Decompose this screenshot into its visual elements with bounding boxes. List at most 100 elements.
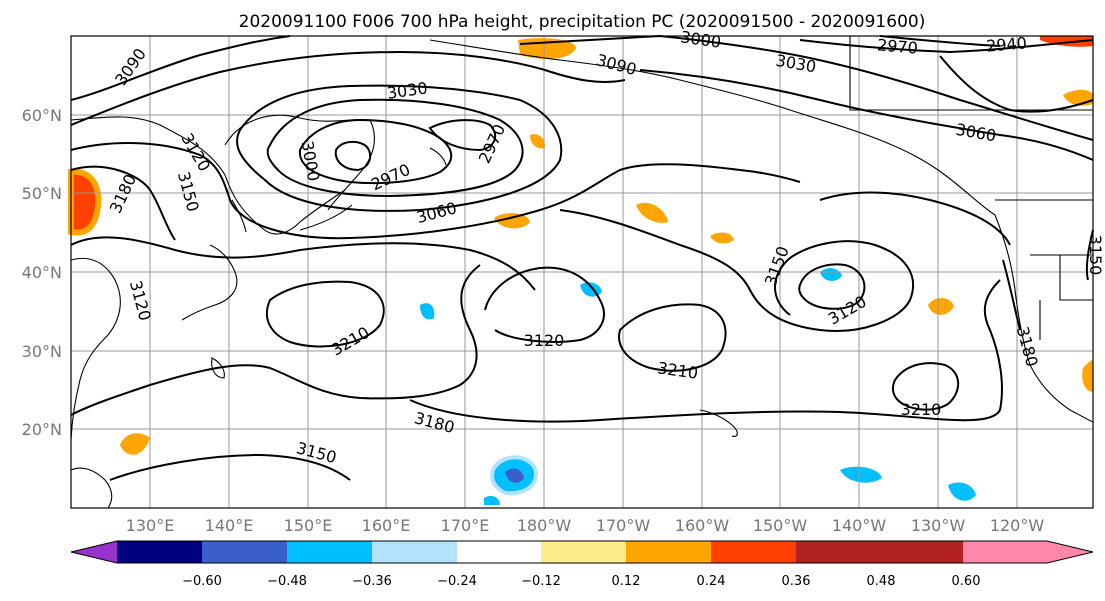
lat-label: 40°N (22, 263, 62, 282)
precip-blob-northeast (1040, 36, 1093, 47)
contour-3030-ring (236, 84, 563, 212)
lon-label: 120°W (990, 516, 1045, 535)
contour-label: 3210 (901, 400, 942, 419)
colorbar-tick-label: −0.12 (521, 574, 561, 589)
longitude-axis: 130°E 140°E 150°E 160°E 170°E 180°W 170°… (126, 516, 1045, 535)
contour-3000-ring (266, 98, 524, 198)
lon-label: 140°E (205, 516, 254, 535)
precip-blob-baja (1082, 360, 1093, 392)
precip-neg-blob-2 (820, 268, 842, 281)
precip-shading (68, 36, 1093, 505)
precip-blob-southwest (120, 433, 150, 455)
lon-label: 160°E (362, 516, 411, 535)
contour-2970-ring (298, 118, 453, 185)
contour-3000-north (939, 55, 1094, 113)
contour-3210-mid (618, 303, 727, 372)
colorbar-segment (287, 541, 372, 563)
contour-3150-far-east (1085, 229, 1094, 281)
lon-label: 170°E (441, 516, 490, 535)
contour-3210-west (265, 280, 385, 348)
lat-label: 60°N (22, 106, 62, 125)
colorbar-segment (711, 541, 796, 563)
graticule (71, 36, 1093, 508)
precip-neg-blob-5 (840, 466, 882, 483)
contour-label: 2940 (985, 33, 1027, 55)
colorbar-outline (70, 540, 1094, 564)
colorbar-tick-label: −0.48 (267, 574, 307, 589)
colorbar-tick-label: 0.48 (867, 574, 896, 589)
contour-3030-north (519, 35, 1094, 141)
colorbar-extend-left (71, 541, 117, 563)
contour-3210-east (891, 362, 960, 411)
lat-label: 50°N (22, 184, 62, 203)
coastline-north-america-west (994, 214, 1094, 423)
contour-3180-south (70, 264, 481, 416)
contour-2970-core (428, 119, 497, 152)
colorbar-tick-label: 0.60 (952, 574, 981, 589)
colorbar-tick-label: 0.36 (782, 574, 811, 589)
lon-label: 150°W (753, 516, 808, 535)
map-panel: 3090 3090 3000 3030 2970 2970 3120 3150 … (68, 27, 1105, 509)
lon-label: 140°W (832, 516, 887, 535)
lon-label: 160°W (675, 516, 730, 535)
colorbar: −0.60 −0.48 −0.36 −0.24 −0.12 0.12 0.24 … (70, 540, 1094, 589)
coastline-asia-east (70, 257, 121, 441)
contour-label: 3150 (1086, 235, 1105, 276)
state-borders (1030, 254, 1093, 340)
coastline-hawaii (699, 409, 738, 437)
contour-3060-north (639, 69, 1094, 161)
contour-2940-north (879, 35, 1001, 47)
contour-3090 (70, 50, 626, 126)
lat-label: 30°N (22, 342, 62, 361)
precip-blob-mid-3 (710, 232, 734, 244)
map-frame (70, 35, 1094, 509)
colorbar-segment (457, 541, 541, 563)
contour-3150-east (819, 191, 1011, 246)
colorbar-tick-label: −0.36 (352, 574, 392, 589)
precip-neg-blob-6 (948, 482, 976, 501)
contour-3180-south-east (409, 279, 1003, 423)
height-contours (70, 35, 1094, 481)
colorbar-segment (881, 541, 963, 563)
colorbar-tick-label: −0.24 (437, 574, 477, 589)
precip-blob-mid-2 (494, 213, 530, 229)
contour-3120-mid (484, 266, 605, 343)
coastline-island-1 (211, 357, 225, 379)
contour-3180-coast (1002, 259, 1021, 331)
contour-2970-north (799, 39, 1094, 54)
lon-label: 150°E (284, 516, 333, 535)
colorbar-segment (117, 541, 202, 563)
coastline-alaska-south (429, 39, 996, 216)
colorbar-segment (372, 541, 457, 563)
precip-neg-blob-4 (420, 303, 435, 320)
coastlines (70, 36, 1094, 509)
colorbar-tick-label: 0.24 (697, 574, 726, 589)
colorbar-segment (202, 541, 287, 563)
colorbar-segment (541, 541, 626, 563)
coastline-sakhalin (231, 199, 247, 233)
lon-label: 170°W (596, 516, 651, 535)
precip-neg-blob-7 (484, 496, 500, 505)
colorbar-segment (626, 541, 711, 563)
precip-blob-asia-coast (68, 168, 102, 236)
precip-blob-east-1 (928, 297, 954, 315)
contour-2940-core (334, 140, 372, 172)
colorbar-tick-label: −0.60 (182, 574, 222, 589)
colorbar-segment (963, 541, 1047, 563)
figure-title: 2020091100 F006 700 hPa height, precipit… (239, 12, 926, 32)
contour-3120-ring (798, 263, 866, 310)
colorbar-tick-label: 0.12 (612, 574, 641, 589)
contour-label: 2970 (876, 35, 918, 57)
precip-neg-core (505, 468, 524, 483)
precip-blob-north-2 (530, 134, 546, 149)
contour-label: 3120 (524, 331, 565, 350)
coastline-philippines (70, 467, 113, 509)
precip-blob-mid-1 (636, 202, 668, 223)
contour-3150-mid (559, 209, 915, 332)
latitude-axis: 60°N 50°N 40°N 30°N 20°N (22, 106, 62, 439)
lon-label: 130°W (911, 516, 966, 535)
colorbar-extend-right (1047, 541, 1093, 563)
contour-3090-west (70, 35, 291, 101)
lat-label: 20°N (22, 420, 62, 439)
